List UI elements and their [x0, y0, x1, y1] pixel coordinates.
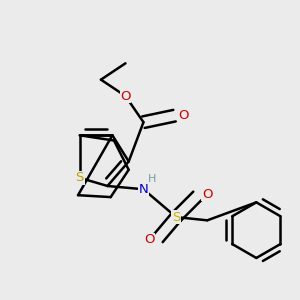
Text: N: N	[139, 183, 148, 196]
Text: O: O	[178, 109, 189, 122]
Text: H: H	[147, 174, 156, 184]
Text: S: S	[76, 171, 84, 184]
Text: O: O	[144, 233, 154, 247]
Text: S: S	[172, 211, 180, 224]
Text: O: O	[202, 188, 212, 201]
Text: O: O	[120, 89, 131, 103]
